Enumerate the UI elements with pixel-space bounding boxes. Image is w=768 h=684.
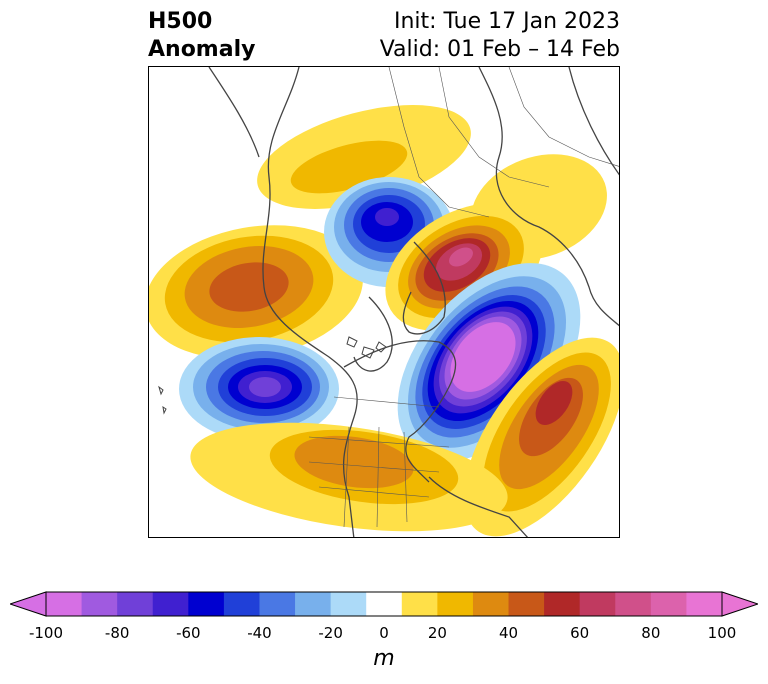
colorbar-tick-label: -20 (318, 624, 343, 642)
islands (158, 336, 387, 415)
colorbar-bin (330, 592, 367, 616)
anomaly-map (148, 66, 620, 538)
colorbar-bin (650, 592, 687, 616)
colorbar-tick-label: 100 (707, 624, 737, 642)
country-borders (308, 67, 619, 528)
colorbar-bin (401, 592, 438, 616)
colorbar-bin (472, 592, 510, 616)
colorbar-bin (259, 592, 296, 616)
colorbar-bin (46, 592, 83, 616)
coastlines (208, 67, 619, 537)
valid-time: Valid: 01 Feb – 14 Feb (379, 37, 620, 62)
colorbar-bin (366, 592, 403, 616)
init-time: Init: Tue 17 Jan 2023 (393, 9, 620, 34)
colorbar-unit-label: m (373, 646, 395, 671)
colorbar-extend-low (10, 591, 47, 617)
colorbar-bin (81, 592, 118, 616)
anomaly-north-pacific-ridge (149, 225, 363, 359)
colorbar-bin (544, 592, 581, 616)
colorbar-bin (686, 592, 723, 616)
colorbar-tick-label: -60 (176, 624, 201, 642)
colorbar-bin (117, 592, 154, 616)
title-variable: H500 (148, 9, 213, 34)
colorbar-tick-label: 60 (570, 624, 590, 642)
colorbar-tick-label: 40 (498, 624, 519, 642)
colorbar-bin (152, 592, 189, 616)
map-title: H500 Anomaly (148, 8, 255, 64)
colorbar-bin (508, 592, 545, 616)
colorbar-bin (188, 592, 225, 616)
colorbar-tick-label: -80 (104, 624, 130, 642)
colorbar-bin (615, 592, 652, 616)
colorbar-bin (223, 592, 260, 616)
colorbar-frame (45, 591, 723, 617)
colorbar-bin (579, 592, 616, 616)
colorbar (10, 591, 758, 617)
colorbar-tick-label: 20 (427, 624, 447, 642)
colorbar-bin (437, 592, 474, 616)
anomaly-east-pacific-trough (179, 337, 339, 441)
colorbar-bin (295, 592, 332, 616)
colorbar-tick-label: -40 (247, 624, 272, 642)
colorbar-tick-label: -100 (28, 624, 64, 642)
colorbar-tick-label: 0 (379, 624, 389, 642)
anomaly-central-us-ridge (190, 422, 508, 532)
colorbar-extend-high (721, 591, 758, 617)
forecast-times: Init: Tue 17 Jan 2023 Valid: 01 Feb – 14… (380, 8, 620, 64)
title-type: Anomaly (148, 37, 256, 62)
colorbar-tick-label: 80 (641, 624, 661, 642)
anomaly-map-svg (149, 67, 619, 537)
